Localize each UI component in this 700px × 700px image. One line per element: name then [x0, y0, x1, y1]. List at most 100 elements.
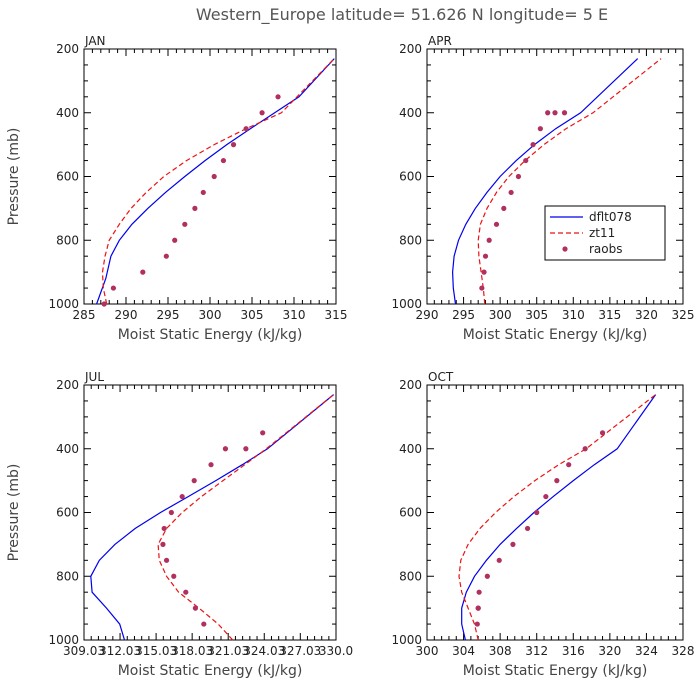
- data-point-raobs: [486, 237, 492, 243]
- y-tick-label: 200: [56, 42, 79, 56]
- x-tick-label: 290: [416, 308, 439, 322]
- panels: JAN 285 290 295 300 305 310 315 200 400 600 800 1000…: [6, 34, 694, 679]
- x-tick-label: 320: [598, 644, 621, 658]
- data-point-raobs: [172, 237, 178, 243]
- x-tick-label: 304: [452, 644, 475, 658]
- x-tick-label: 305: [241, 308, 264, 322]
- data-point-raobs: [501, 205, 507, 211]
- data-point-raobs: [183, 589, 189, 595]
- series-line-dflt078: [451, 58, 639, 305]
- panel-title: JAN: [84, 34, 106, 48]
- series-line-zt11: [157, 394, 334, 641]
- y-tick-label: 1000: [48, 297, 79, 311]
- data-point-raobs: [554, 478, 560, 484]
- series-raobs: [160, 430, 266, 627]
- data-point-raobs: [524, 525, 531, 532]
- data-point-raobs: [243, 126, 249, 132]
- x-tick-label: 324.03: [243, 644, 285, 658]
- series-line-dflt078: [96, 58, 335, 305]
- panel-title: JUL: [84, 370, 104, 384]
- data-point-raobs: [161, 525, 167, 532]
- x-tick-label: 309.03: [63, 644, 105, 658]
- x-tick-label: 315.03: [135, 644, 177, 658]
- data-point-raobs: [168, 509, 174, 516]
- x-tick-label: 300: [489, 308, 512, 322]
- panel-oct: OCT 300 304 308 312 316 320 324 328 200 400 600 800 1…: [391, 370, 694, 679]
- y-tick-label: 400: [399, 442, 422, 456]
- data-point-raobs: [163, 253, 169, 259]
- legend-marker-raobs: [562, 246, 568, 252]
- data-point-raobs: [508, 189, 514, 196]
- y-tick-label: 800: [56, 233, 79, 247]
- y-tick-label: 800: [399, 233, 422, 247]
- data-point-raobs: [220, 157, 227, 164]
- x-axis-label: Moist Static Energy (kJ/kg): [118, 327, 303, 343]
- series-raobs: [479, 110, 568, 291]
- x-tick-label: 305: [525, 308, 548, 322]
- data-point-raobs: [191, 478, 197, 484]
- series-raobs: [474, 430, 606, 627]
- x-axis-label: Moist Static Energy (kJ/kg): [118, 663, 303, 679]
- data-point-raobs: [163, 557, 170, 563]
- y-tick-label: 600: [56, 506, 79, 520]
- data-point-raobs: [566, 462, 572, 468]
- y-tick-label: 600: [399, 506, 422, 520]
- y-tick-label: 200: [399, 42, 422, 56]
- data-point-raobs: [537, 126, 543, 132]
- x-tick-label: 324: [635, 644, 658, 658]
- y-tick-label: 400: [56, 442, 79, 456]
- x-axis-label: Moist Static Energy (kJ/kg): [463, 327, 648, 343]
- data-point-raobs: [543, 493, 549, 500]
- data-point-raobs: [479, 285, 485, 291]
- x-tick-label: 328: [672, 644, 695, 658]
- x-tick-label: 315: [325, 308, 348, 322]
- data-point-raobs: [481, 269, 487, 275]
- data-point-raobs: [101, 301, 107, 307]
- data-point-raobs: [260, 430, 266, 436]
- series-line-zt11: [477, 58, 662, 305]
- x-tick-label: 310: [562, 308, 585, 322]
- x-tick-label: 295: [157, 308, 180, 322]
- panel-title: OCT: [428, 370, 454, 384]
- data-point-raobs: [160, 541, 166, 547]
- y-tick-label: 800: [56, 569, 79, 583]
- panel-apr: APR 290 295 300 305 310 315 320 325 200 400 600 800 1…: [391, 34, 694, 343]
- y-tick-label: 1000: [391, 297, 422, 311]
- y-tick-label: 1000: [391, 633, 422, 647]
- x-tick-label: 308: [489, 644, 512, 658]
- y-tick-label: 600: [399, 170, 422, 184]
- data-point-raobs: [476, 589, 482, 595]
- x-tick-label: 285: [73, 308, 96, 322]
- x-tick-label: 312.03: [99, 644, 141, 658]
- data-point-raobs: [545, 110, 551, 116]
- data-point-raobs: [552, 110, 558, 116]
- data-point-raobs: [259, 110, 265, 116]
- x-tick-label: 300: [199, 308, 222, 322]
- figure-title: Western_Europe latitude= 51.626 N longit…: [196, 5, 608, 25]
- y-tick-label: 600: [56, 170, 79, 184]
- data-point-raobs: [515, 173, 522, 180]
- data-point-raobs: [208, 462, 214, 468]
- x-tick-label: 327.03: [279, 644, 321, 658]
- data-point-raobs: [510, 541, 516, 547]
- x-tick-label: 321.03: [207, 644, 249, 658]
- data-point-raobs: [200, 189, 206, 196]
- series-line-zt11: [458, 394, 656, 641]
- legend-label: dflt078: [589, 210, 632, 224]
- x-axis-label: Moist Static Energy (kJ/kg): [463, 663, 648, 679]
- y-tick-label: 200: [399, 378, 422, 392]
- data-point-raobs: [475, 605, 481, 611]
- data-point-raobs: [474, 621, 480, 627]
- y-tick-label: 800: [399, 569, 422, 583]
- data-point-raobs: [493, 221, 500, 227]
- panel-jan: JAN 285 290 295 300 305 310 315 200 400 600 800 1000…: [6, 34, 347, 343]
- legend: dflt078 zt11 raobs: [544, 205, 666, 261]
- y-axis-label: Pressure (mb): [6, 128, 22, 226]
- x-tick-label: 300: [416, 644, 439, 658]
- panel-jul: JUL 309.03312.03315.03318.03321.03324.033…: [6, 370, 353, 679]
- data-point-raobs: [201, 621, 207, 627]
- x-tick-label: 318.03: [171, 644, 213, 658]
- panel-title: APR: [428, 34, 452, 48]
- x-tick-label: 312: [525, 644, 548, 658]
